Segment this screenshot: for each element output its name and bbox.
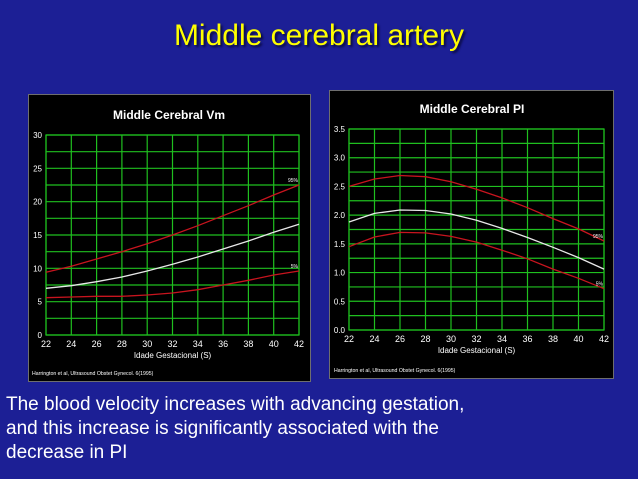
x-tick-label: 34 <box>497 334 507 344</box>
y-tick-label: 0 <box>38 331 43 340</box>
median-curve <box>348 209 605 270</box>
percentile-curve-5pct <box>348 231 605 290</box>
x-tick-label: 30 <box>446 334 456 344</box>
series-label: 5% <box>596 282 604 288</box>
y-tick-label: 3.0 <box>334 154 346 163</box>
x-tick-label: 28 <box>420 334 430 344</box>
chart-title: Middle Cerebral Vm <box>113 108 225 122</box>
median-curve <box>45 223 300 289</box>
y-tick-label: 0.5 <box>334 297 346 306</box>
y-tick-label: 2.5 <box>334 182 346 191</box>
x-tick-label: 28 <box>117 339 127 349</box>
y-tick-label: 20 <box>33 198 42 207</box>
x-axis-label: Idade Gestacional (S) <box>438 346 516 355</box>
y-tick-label: 1.0 <box>334 269 346 278</box>
source-note: Harrington et al, Ultrasound Obstet Gyne… <box>32 371 154 377</box>
y-tick-label: 1.5 <box>334 240 346 249</box>
caption-line: The blood velocity increases with advanc… <box>6 394 465 415</box>
series-label: 95% <box>288 178 299 184</box>
x-tick-label: 24 <box>66 339 76 349</box>
chart-vm: Middle Cerebral Vm 0 5 10 15 20 25 30 22 24 26 28 30… <box>32 108 304 377</box>
x-tick-label: 34 <box>193 339 203 349</box>
y-tick-label: 2.0 <box>334 211 346 220</box>
caption-line: decrease in PI <box>6 442 128 463</box>
x-tick-label: 36 <box>522 334 532 344</box>
chart-panel-pi: Middle Cerebral PI 0.0 0.5 1.0 1.5 2.0 2.5 3.0 3… <box>329 90 614 379</box>
source-note: Harrington et al, Ultrasound Obstet Gyne… <box>334 368 456 374</box>
chart-panel-vm: Middle Cerebral Vm 0 5 10 15 20 25 30 22 24 26 28 30… <box>28 94 311 382</box>
percentile-curve-95pct <box>45 184 300 273</box>
y-tick-label: 3.5 <box>334 125 346 134</box>
y-tick-label: 5 <box>38 298 43 307</box>
x-tick-label: 40 <box>573 334 583 344</box>
x-tick-label: 36 <box>218 339 228 349</box>
y-tick-label: 30 <box>33 131 42 140</box>
x-tick-label: 24 <box>369 334 379 344</box>
x-tick-label: 26 <box>92 339 102 349</box>
x-tick-label: 38 <box>548 334 558 344</box>
x-tick-label: 32 <box>167 339 177 349</box>
x-tick-label: 32 <box>471 334 481 344</box>
x-tick-label: 42 <box>294 339 304 349</box>
x-axis-label: Idade Gestacional (S) <box>134 351 212 360</box>
y-tick-label: 10 <box>33 264 42 273</box>
slide-title: Middle cerebral artery <box>173 19 465 52</box>
caption-line: and this increase is significantly assoc… <box>6 418 440 439</box>
y-tick-label: 15 <box>33 231 42 240</box>
chart-pi: Middle Cerebral PI 0.0 0.5 1.0 1.5 2.0 2.5 3.0 3… <box>334 102 609 374</box>
x-tick-label: 42 <box>599 334 609 344</box>
caption-text: The blood velocity increases with advanc… <box>6 393 632 465</box>
chart-title: Middle Cerebral PI <box>420 102 525 116</box>
y-tick-label: 0.0 <box>334 326 346 335</box>
series-label: 95% <box>593 234 604 240</box>
x-tick-label: 38 <box>243 339 253 349</box>
percentile-curve-95pct <box>348 174 605 242</box>
x-tick-label: 40 <box>269 339 279 349</box>
percentile-curve-5pct <box>45 270 300 299</box>
x-tick-label: 22 <box>41 339 51 349</box>
series-label: 5% <box>291 264 299 270</box>
x-tick-label: 30 <box>142 339 152 349</box>
x-tick-label: 22 <box>344 334 354 344</box>
y-tick-label: 25 <box>33 164 42 173</box>
x-tick-label: 26 <box>395 334 405 344</box>
